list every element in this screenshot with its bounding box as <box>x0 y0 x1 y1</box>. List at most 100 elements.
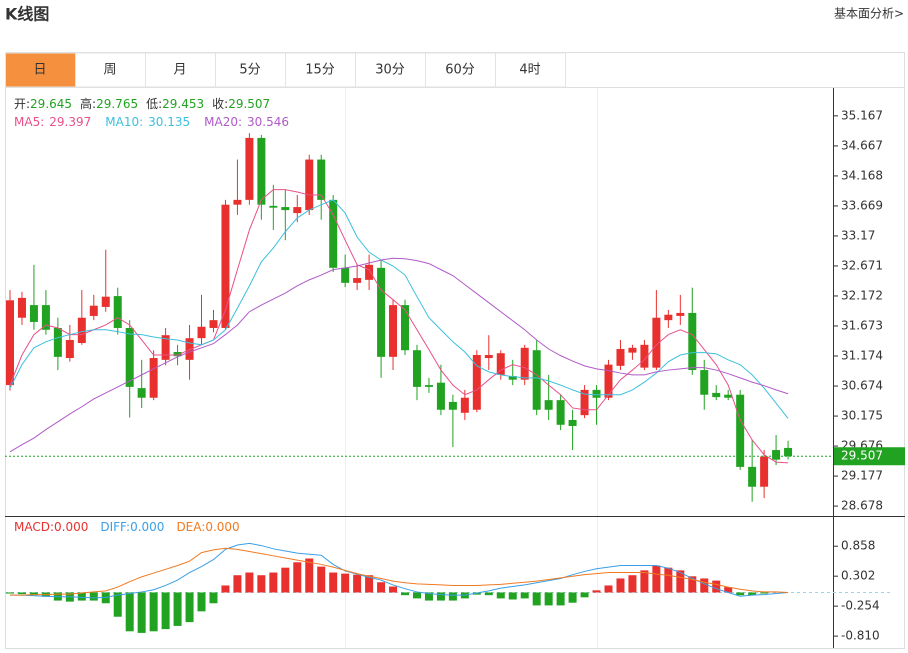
tab-label[interactable]: 周 <box>103 63 116 78</box>
candle-body <box>784 447 793 457</box>
tab-label[interactable]: 日 <box>33 63 46 78</box>
candle-body <box>6 300 14 386</box>
tab[interactable] <box>75 52 146 88</box>
candle-body <box>688 312 697 371</box>
tab[interactable] <box>285 52 356 88</box>
candle-body <box>772 450 781 460</box>
tab-label[interactable]: 月 <box>173 63 186 78</box>
macd-line <box>10 542 789 599</box>
y-tick-label: 28.678 <box>841 499 883 513</box>
macd-bar <box>580 592 589 598</box>
y-tick-label: 34.168 <box>841 168 883 182</box>
candle-body <box>664 314 673 321</box>
macd-bar <box>604 585 613 593</box>
macd-bar <box>472 592 481 595</box>
y-tick-label: -0.254 <box>841 599 880 613</box>
y-tick-label: 0.302 <box>841 569 875 583</box>
candle-body <box>520 347 529 380</box>
candle-body <box>341 267 350 283</box>
macd-bar <box>592 590 601 593</box>
y-tick-label: 35.167 <box>841 108 883 122</box>
macd-bar <box>113 592 122 617</box>
candle-body <box>532 350 541 410</box>
macd-bar <box>17 592 26 595</box>
candle-body <box>640 344 649 368</box>
chart-frame <box>5 52 905 649</box>
tab-label[interactable]: 4时 <box>519 63 540 78</box>
info-text: 低: <box>146 97 162 111</box>
macd-bar <box>544 592 553 606</box>
candle-body <box>185 338 194 360</box>
candle-body <box>353 278 362 283</box>
tab[interactable] <box>5 52 76 88</box>
candle-body <box>736 394 745 467</box>
candle-body <box>209 320 218 328</box>
macd-bar <box>448 592 457 601</box>
candle-body <box>161 335 170 360</box>
macd-bar <box>341 573 350 593</box>
tab-label[interactable]: 15分 <box>305 63 335 78</box>
macd-bar <box>676 570 685 593</box>
candle-body <box>245 137 254 200</box>
candle-body <box>257 137 266 205</box>
macd-bar <box>125 592 134 632</box>
y-tick-label: 31.673 <box>841 318 883 332</box>
macd-bar <box>173 592 182 626</box>
macd-bar <box>532 592 541 606</box>
macd-bar <box>185 592 194 623</box>
macd-bar <box>209 592 218 604</box>
macd-bar <box>77 592 86 601</box>
candle-body <box>568 419 577 426</box>
macd-bar <box>197 592 206 612</box>
tab-label[interactable]: 5分 <box>239 63 260 78</box>
info-row: MA5: 29.397 MA10: 30.135 MA20: 30.546 <box>14 115 289 129</box>
info-text: 30.135 <box>148 115 190 129</box>
candle-body <box>544 400 553 410</box>
candle-body <box>760 456 769 487</box>
candle-body <box>221 204 230 328</box>
candle-body <box>712 392 721 398</box>
macd-bar <box>616 578 625 593</box>
macd-bar <box>484 592 493 596</box>
macd-bar <box>724 587 733 593</box>
info-text: 0.000 <box>54 520 88 534</box>
macd-bar <box>628 575 637 593</box>
candle-body <box>173 352 182 357</box>
info-text: DIFF: <box>100 520 130 534</box>
candle-body <box>29 305 38 322</box>
candle-body <box>628 347 637 353</box>
macd-bar <box>6 592 14 594</box>
macd-bar <box>29 592 38 596</box>
macd-bar <box>748 592 757 596</box>
candle-body <box>41 305 50 330</box>
candle-body <box>616 349 625 366</box>
macd-bar <box>652 565 661 593</box>
analysis-link[interactable]: 基本面分析> <box>834 7 904 21</box>
macd-bar <box>245 572 254 593</box>
info-text: 29.765 <box>96 97 138 111</box>
macd-bar <box>281 567 290 593</box>
info-row: MACD:0.000 DIFF:0.000 DEA:0.000 <box>14 520 240 534</box>
info-text: MA20: <box>204 115 242 129</box>
macd-bar <box>640 570 649 593</box>
ma-line <box>9 189 789 464</box>
info-text: 0.000 <box>130 520 164 534</box>
tab-label[interactable]: 60分 <box>445 63 475 78</box>
macd-bar <box>736 592 745 596</box>
candle-body <box>436 382 445 410</box>
macd-bar <box>149 592 158 632</box>
candle-body <box>460 397 469 413</box>
y-tick-label: 30.674 <box>841 379 883 393</box>
candle-body <box>412 350 421 387</box>
candle-body <box>472 355 481 410</box>
tab[interactable] <box>145 52 216 88</box>
macd-bar <box>496 592 505 599</box>
tab[interactable] <box>425 52 496 88</box>
last-price-label: 29.507 <box>841 449 883 463</box>
candle-body <box>724 394 733 398</box>
tab-label[interactable]: 30分 <box>375 63 405 78</box>
candle-body <box>305 159 314 211</box>
y-tick-label: 33.17 <box>841 228 875 242</box>
tab[interactable] <box>495 52 566 88</box>
